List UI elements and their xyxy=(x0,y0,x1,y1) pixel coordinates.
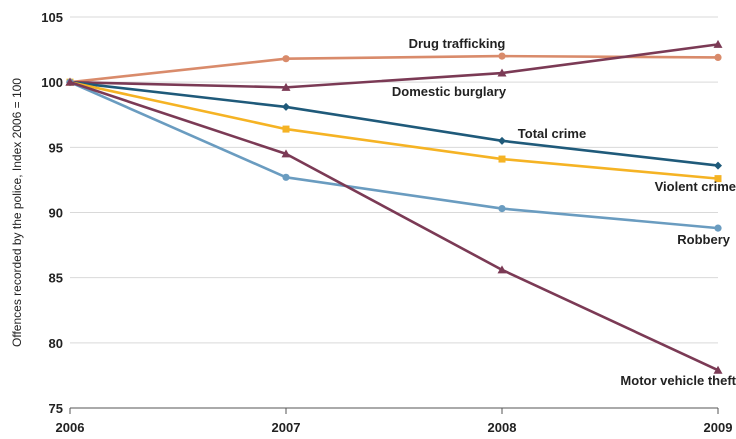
y-tick-label: 85 xyxy=(49,271,63,286)
data-point xyxy=(65,77,75,86)
x-tick-label: 2009 xyxy=(704,420,733,435)
data-point xyxy=(498,204,506,213)
series-line xyxy=(69,80,719,167)
series-label: Total crime xyxy=(518,126,586,141)
series-line xyxy=(69,54,719,84)
y-axis-label: Offences recorded by the police, Index 2… xyxy=(10,78,24,347)
data-point xyxy=(498,136,506,145)
series-labels: Drug trafficking Domestic burglary Total c… xyxy=(392,36,736,388)
series-label: Drug trafficking xyxy=(409,36,506,51)
gridlines xyxy=(70,16,718,344)
series-label: Domestic burglary xyxy=(392,84,507,99)
data-point xyxy=(282,125,290,133)
data-point xyxy=(713,365,723,374)
data-point xyxy=(713,39,723,48)
data-point xyxy=(281,149,291,158)
axes xyxy=(69,407,719,414)
series-label: Violent crime xyxy=(655,179,736,194)
data-point xyxy=(498,155,506,163)
data-point xyxy=(714,161,722,170)
x-tick-label: 2008 xyxy=(488,420,517,435)
series-line xyxy=(69,80,719,180)
series-lines xyxy=(65,39,723,374)
data-point xyxy=(714,175,722,183)
series-robbery xyxy=(66,78,722,232)
data-point xyxy=(497,265,507,274)
data-point xyxy=(714,224,722,232)
y-tick-label: 100 xyxy=(41,75,63,90)
data-point xyxy=(282,173,290,181)
y-tick-labels: 75 80 85 90 95 100 105 xyxy=(41,10,63,416)
data-point xyxy=(281,82,291,91)
data-point xyxy=(282,102,290,111)
series-label: Robbery xyxy=(677,232,731,247)
data-point xyxy=(282,55,290,63)
y-tick-label: 105 xyxy=(41,10,63,25)
y-tick-label: 95 xyxy=(49,140,63,155)
series-line xyxy=(69,80,719,372)
x-tick-label: 2006 xyxy=(56,420,85,435)
series-label: Motor vehicle theft xyxy=(620,373,736,388)
x-tick-label: 2007 xyxy=(272,420,301,435)
data-point xyxy=(498,52,506,60)
series-line xyxy=(69,43,719,89)
y-tick-label: 80 xyxy=(49,336,63,351)
series-line xyxy=(69,80,719,230)
x-tick-labels: 2006 2007 2008 2009 xyxy=(56,420,733,435)
data-point xyxy=(714,53,722,62)
y-tick-label: 90 xyxy=(49,206,63,221)
data-point xyxy=(497,68,507,77)
y-tick-label: 75 xyxy=(49,401,63,416)
series-motor-vehicle-theft xyxy=(65,77,723,374)
